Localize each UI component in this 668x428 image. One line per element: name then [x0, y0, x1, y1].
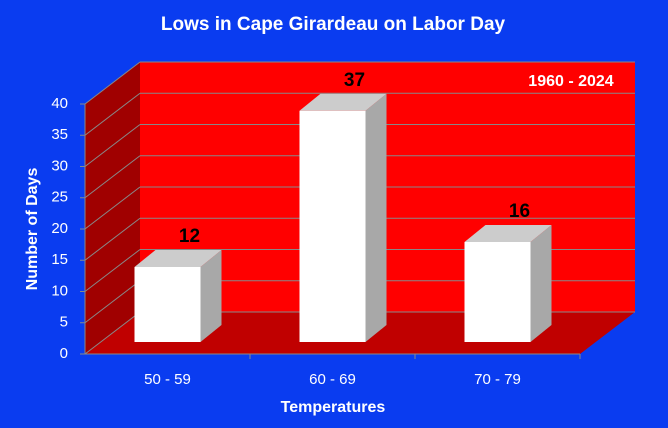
value-label: 16: [509, 201, 530, 222]
grid-line: [84, 155, 141, 199]
y-axis-label: Number of Days: [24, 168, 41, 291]
grid-line: [84, 186, 141, 230]
value-label: 37: [344, 70, 365, 91]
bar-top: [299, 93, 387, 111]
x-tick-label: 70 - 79: [474, 371, 521, 388]
grid-line: [84, 124, 141, 167]
grid-line: [84, 61, 141, 105]
bar: [134, 267, 201, 342]
y-tick-label: 5: [60, 314, 68, 331]
y-tick-label: 25: [51, 189, 68, 206]
y-tick-label: 30: [51, 157, 68, 174]
bar-side: [365, 93, 387, 342]
grid-line: [84, 311, 141, 355]
value-label: 12: [179, 226, 200, 247]
annotation: 1960 - 2024: [528, 73, 614, 90]
plot: 0 5 10 15 20 25 30 35 40 50 - 59 12 60 - 69 37 70 - 7…: [51, 61, 635, 388]
bar-side: [530, 225, 552, 342]
x-tick-label: 60 - 69: [309, 371, 356, 388]
bar-side: [200, 250, 222, 342]
chart-title: Lows in Cape Girardeau on Labor Day: [161, 14, 506, 35]
y-tick-label: 0: [60, 345, 68, 362]
y-tick-label: 15: [51, 251, 68, 268]
grid-line: [84, 217, 141, 261]
grid-line: [84, 280, 141, 324]
x-tick-label: 50 - 59: [144, 371, 191, 388]
grid-line: [84, 92, 141, 136]
x-axis-label: Temperatures: [281, 399, 386, 416]
bar-top: [464, 225, 552, 242]
y-tick-label: 10: [51, 282, 68, 299]
bar: [464, 242, 531, 342]
bar-top: [134, 250, 222, 267]
bar: [299, 110, 366, 342]
y-tick-label: 40: [51, 95, 68, 112]
y-tick-label: 35: [51, 126, 68, 143]
y-tick-label: 20: [51, 220, 68, 237]
grid-line: [84, 249, 141, 292]
